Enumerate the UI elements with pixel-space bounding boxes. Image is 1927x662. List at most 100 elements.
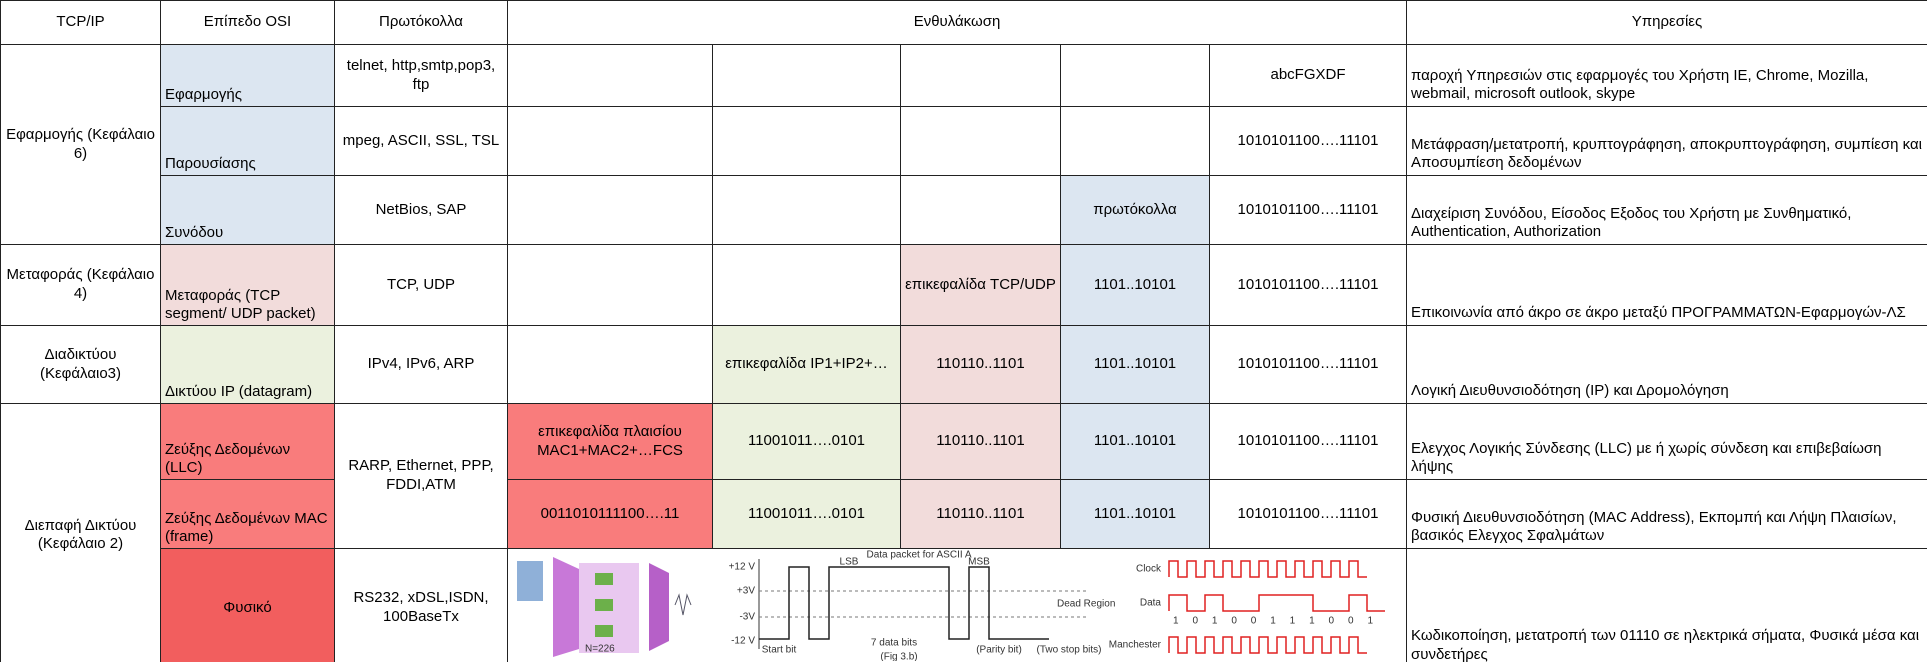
- data-wave: [1167, 594, 1385, 612]
- figure-label: Data packet for ASCII A: [866, 550, 971, 561]
- encapsulation-cell: 1101..10101: [1060, 244, 1210, 326]
- clock-wave: [1167, 560, 1367, 578]
- encapsulation-cell: 1101..10101: [1060, 479, 1210, 549]
- empty-cell: [507, 44, 713, 107]
- osi-cell: Συνόδου: [160, 175, 335, 245]
- encapsulation-cell: 1010101100….11101: [1209, 325, 1407, 404]
- empty-cell: [1060, 44, 1210, 107]
- empty-cell: [900, 175, 1061, 245]
- header-cell: Υπηρεσίες: [1406, 0, 1927, 45]
- services-cell: Λογική Διευθυνσιοδότηση (IP) και Δρομολό…: [1406, 325, 1927, 404]
- osi-cell: Ζεύξης Δεδομένων (LLC): [160, 403, 335, 480]
- signal: [674, 593, 691, 616]
- services-cell: Φυσική Διευθυνσιοδότηση (MAC Address), Ε…: [1406, 479, 1927, 549]
- block-diagram: N=226: [516, 557, 691, 657]
- tcpip-cell: Μεταφοράς (Κεφάλαιο 4): [0, 244, 161, 326]
- services-cell: Επικοινωνία από άκρο σε άκρο μεταξύ ΠΡΟΓ…: [1406, 244, 1927, 326]
- row: Φυσικό RS232, xDSL,ISDN, 100BaseTx N=226…: [1, 548, 1927, 662]
- encapsulation-cell: 110110..1101: [900, 403, 1061, 480]
- empty-cell: [507, 106, 713, 176]
- header-cell: Ενθυλάκωση: [507, 0, 1407, 45]
- empty-cell: [507, 175, 713, 245]
- empty-cell: [507, 325, 713, 404]
- encapsulation-cell: 11001011….0101: [712, 403, 901, 480]
- encapsulation-cell: επικεφαλίδα IP1+IP2+…: [712, 325, 901, 404]
- protocols-cell: TCP, UDP: [334, 244, 508, 326]
- block: [594, 625, 613, 637]
- level-label: +3V: [736, 586, 754, 597]
- tcpip-cell: Διεπαφή Δικτύου (Κεφάλαιο 2): [0, 403, 161, 662]
- figure-label: Data: [1139, 598, 1161, 609]
- osi-cell: Δικτύου IP (datagram): [160, 325, 335, 404]
- services-cell: Διαχείριση Συνόδου, Είσοδος Εξοδος του Χ…: [1406, 175, 1927, 245]
- row: Συνόδου NetBios, SAP πρωτόκολλα 10101011…: [1, 175, 1927, 245]
- encapsulation-cell: 0011010111100….11: [507, 479, 713, 549]
- empty-cell: [507, 244, 713, 326]
- encapsulation-cell: επικεφαλίδα πλαισίου MAC1+MAC2+…FCS: [507, 403, 713, 480]
- figure-label: (Two stop bits): [1036, 645, 1101, 656]
- rs232-figure: +12 V +3V -3V -12 V Data packet for ASCI…: [728, 550, 1115, 662]
- row: Διεπαφή Δικτύου (Κεφάλαιο 2) Ζεύξης Δεδο…: [0, 403, 1927, 662]
- figure-label: 1 0 1 0 0 1 1 1 0 0 1: [1173, 616, 1373, 627]
- figure-label: MSB: [968, 557, 990, 568]
- figure-label: LSB: [839, 557, 858, 568]
- encapsulation-cell: 1101..10101: [1060, 403, 1210, 480]
- protocols-cell: RARP, Ethernet, PPP, FDDI,ATM: [334, 403, 508, 549]
- encapsulation-cell: επικεφαλίδα TCP/UDP: [900, 244, 1061, 326]
- tcpip-cell: Εφαρμογής (Κεφάλαιο 6): [0, 44, 161, 245]
- physical-figures: N=226 +12 V +3V -3V -12 V Data packet fo…: [516, 550, 1385, 662]
- empty-cell: [712, 44, 901, 107]
- osi-cell: Εφαρμογής: [160, 44, 335, 107]
- empty-cell: [712, 244, 901, 326]
- services-cell: παροχή Υπηρεσιών στις εφαρμογές του Χρήσ…: [1406, 44, 1927, 107]
- encapsulation-cell: 1010101100….11101: [1209, 403, 1407, 480]
- row: Εφαρμογής (Κεφάλαιο 6) Εφαρμογής telnet,…: [0, 44, 1927, 245]
- empty-cell: [900, 106, 1061, 176]
- protocols-cell: NetBios, SAP: [334, 175, 508, 245]
- header-cell: TCP/IP: [0, 0, 161, 45]
- figure-cell: N=226 +12 V +3V -3V -12 V Data packet fo…: [507, 548, 1407, 662]
- waveform: [758, 566, 1049, 640]
- row: Ζεύξης Δεδομένων MAC (frame) 00110101111…: [1, 479, 1927, 549]
- header-cell: Πρωτόκολλα: [334, 0, 508, 45]
- header-row: TCP/IP Επίπεδο OSI Πρωτόκολλα Ενθυλάκωση…: [0, 0, 1927, 45]
- encapsulation-cell: 11001011….0101: [712, 479, 901, 549]
- encapsulation-cell: 1010101100….11101: [1209, 479, 1407, 549]
- encapsulation-cell: 1101..10101: [1060, 325, 1210, 404]
- level-label: +12 V: [728, 562, 755, 573]
- manchester-wave: [1167, 636, 1367, 654]
- block: [594, 599, 613, 611]
- empty-cell: [712, 175, 901, 245]
- block: [552, 557, 579, 657]
- figure-label: 7 data bits: [870, 638, 916, 649]
- block: [594, 573, 613, 585]
- header-cell: Επίπεδο OSI: [160, 0, 335, 45]
- services-cell: Ελεγχος Λογικής Σύνδεσης (LLC) με ή χωρί…: [1406, 403, 1927, 480]
- level-label: -12 V: [731, 636, 755, 647]
- figure-label: N=226: [585, 644, 615, 655]
- block: [648, 563, 669, 651]
- osi-cell: Παρουσίασης: [160, 106, 335, 176]
- encapsulation-cell: 110110..1101: [900, 479, 1061, 549]
- osi-cell: Ζεύξης Δεδομένων MAC (frame): [160, 479, 335, 549]
- encapsulation-cell: 1010101100….11101: [1209, 106, 1407, 176]
- figure-label: Dead Region: [1057, 599, 1115, 610]
- services-cell: Κωδικοποίηση, μετατροπή των 01110 σε ηλε…: [1406, 548, 1927, 662]
- figure-label: Manchester: [1108, 640, 1161, 651]
- services-cell: Μετάφραση/μετατροπή, κρυπτογράφηση, αποκ…: [1406, 106, 1927, 176]
- row: Μεταφοράς (Κεφάλαιο 4) Μεταφοράς (TCP se…: [0, 244, 1927, 326]
- osi-cell: Φυσικό: [160, 548, 335, 662]
- empty-cell: [900, 44, 1061, 107]
- row: Διαδικτύου (Κεφάλαιο3) Δικτύου IP (datag…: [0, 325, 1927, 404]
- empty-cell: [1060, 106, 1210, 176]
- manchester-figure: Clock Data Manchester 1 0 1 0 0 1 1 1 0 …: [1108, 560, 1385, 654]
- block: [516, 561, 543, 601]
- encapsulation-cell: πρωτόκολλα: [1060, 175, 1210, 245]
- figure-label: Start bit: [761, 645, 796, 656]
- encapsulation-cell: abcFGXDF: [1209, 44, 1407, 107]
- protocols-cell: mpeg, ASCII, SSL, TSL: [334, 106, 508, 176]
- empty-cell: [712, 106, 901, 176]
